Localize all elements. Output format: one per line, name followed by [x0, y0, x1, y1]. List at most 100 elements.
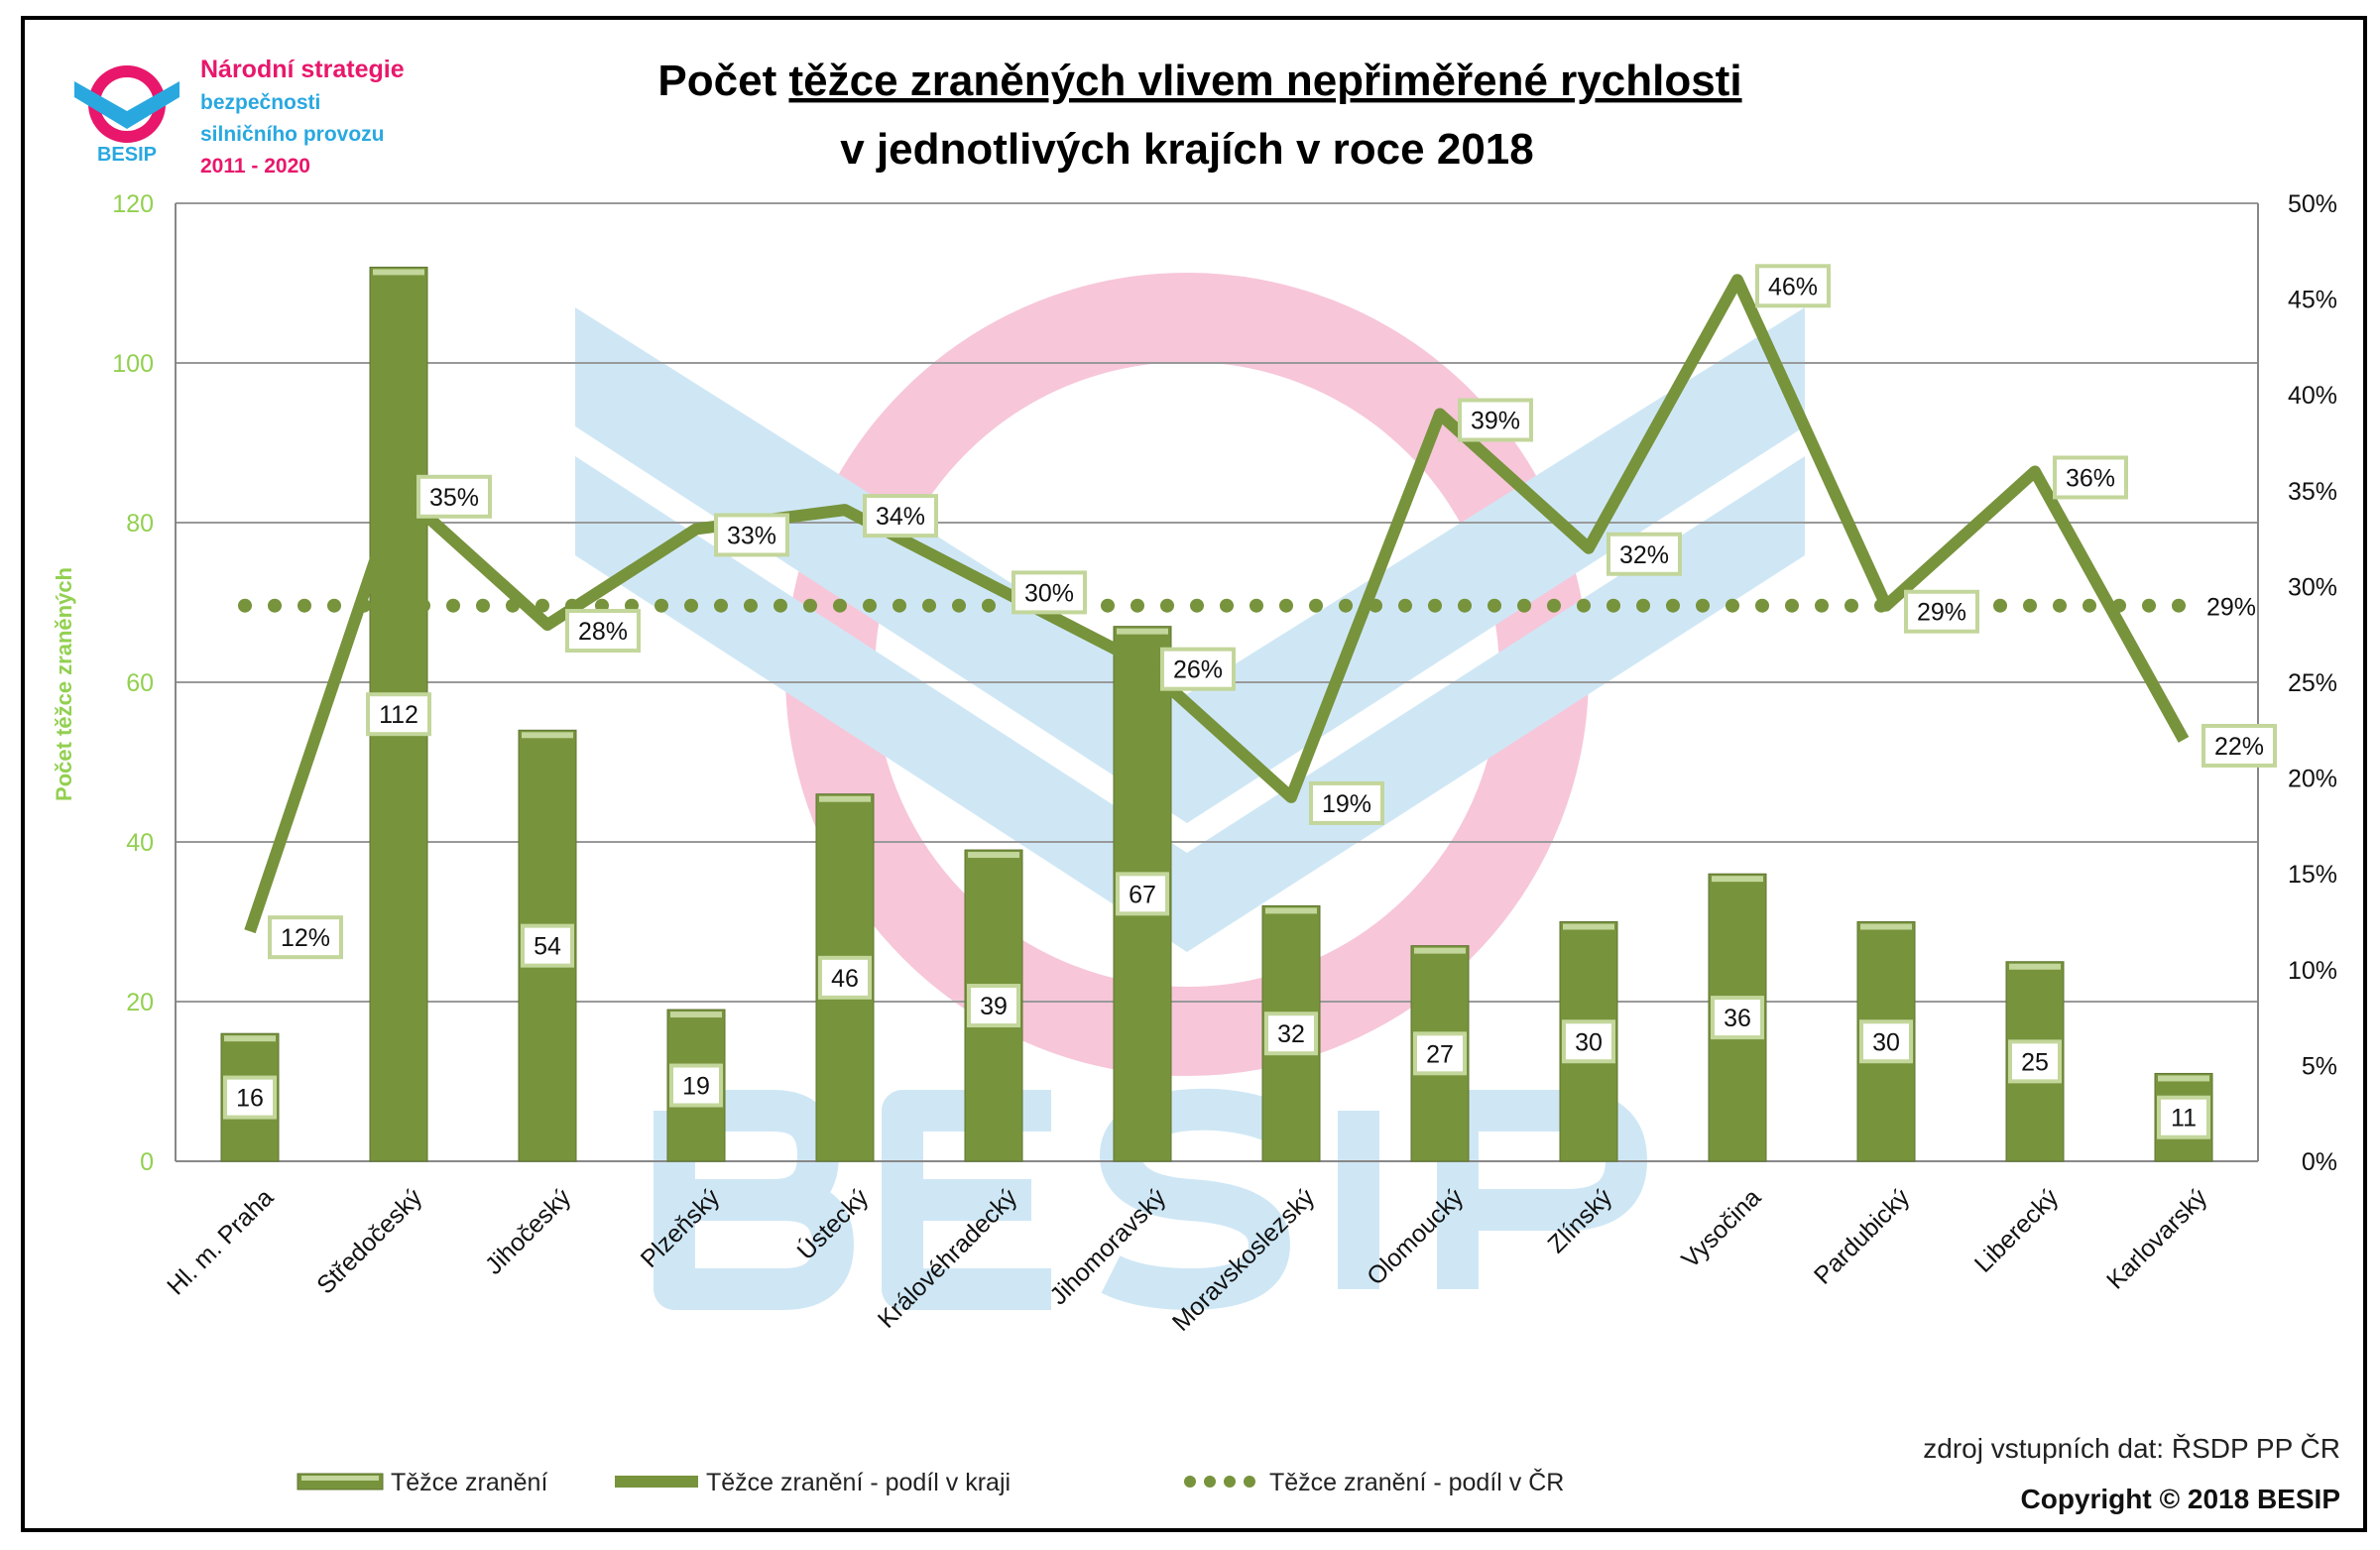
bar-value-label: 36	[1711, 996, 1764, 1040]
watermark-chevron-1	[575, 307, 1805, 823]
bar-top-highlight	[1712, 876, 1763, 883]
national-line-dot	[1101, 598, 1115, 613]
national-line-dot	[684, 598, 698, 613]
y-tick-label: 60	[126, 669, 154, 697]
bar-value-label: 30	[1859, 1019, 1913, 1064]
bar-value-label-text: 27	[1426, 1040, 1454, 1068]
bar-value-label-box	[967, 984, 1020, 1028]
share-value-label: 30%	[1012, 570, 1087, 615]
bar-top-highlight	[1265, 907, 1317, 914]
national-line-dot	[268, 598, 282, 613]
bar-top-highlight	[522, 732, 573, 739]
bar-value-label-text: 19	[682, 1073, 710, 1101]
bar-top-highlight	[1414, 947, 1466, 954]
share-value-label: 19%	[1309, 780, 1384, 825]
y2-tick-label: 15%	[2288, 861, 2337, 889]
y2-tick-label: 25%	[2288, 669, 2337, 697]
legend-label-dotted: Těžce zranění - podíl v ČR	[1269, 1468, 1564, 1496]
share-value-label: 29%	[1904, 589, 1979, 634]
bar-top-highlight	[224, 1035, 276, 1042]
share-value-label-box	[1160, 647, 1236, 691]
data-labels: 16 112 54 19 46 39 67 32 27 30 36 30 25 11 12% 35% 28% 33…	[223, 264, 2277, 1139]
share-value-label: 32%	[1606, 532, 1682, 576]
share-value-label-text: 26%	[1173, 656, 1223, 684]
y2-tick-label: 45%	[2288, 287, 2337, 314]
chart-title-line1: Počet těžce zraněných vlivem nepřiměřené…	[657, 57, 1741, 105]
national-line-dot	[774, 598, 787, 613]
share-value-label-text: 39%	[1471, 408, 1520, 435]
bar-value-label-text: 36	[1724, 1005, 1751, 1032]
national-line-dot	[803, 598, 817, 613]
national-line-dot	[654, 598, 668, 613]
national-line-dot	[1339, 598, 1353, 613]
share-value-label-text: 32%	[1619, 541, 1669, 569]
bar-value-label: 27	[1413, 1031, 1467, 1076]
share-value-label: 28%	[565, 609, 641, 654]
besip-logo: BESIP Národní strategie bezpečnosti siln…	[74, 56, 405, 178]
share-value-label-text: 30%	[1024, 579, 1074, 607]
share-value-label: 22%	[2202, 723, 2277, 768]
national-line-dot	[1309, 598, 1323, 613]
y2-tick-label: 30%	[2288, 573, 2337, 601]
y2-tick-label: 50%	[2288, 190, 2337, 218]
share-value-label-box	[1904, 589, 1979, 634]
national-line-dot	[2142, 598, 2156, 613]
bar-top-highlight	[1117, 628, 1168, 635]
national-line-dot	[1696, 598, 1710, 613]
national-line-dot	[863, 598, 877, 613]
national-line-dot	[1428, 598, 1442, 613]
bar-value-label: 67	[1116, 872, 1169, 916]
bar-value-label-text: 11	[2171, 1105, 2197, 1133]
bar-value-label-text: 54	[534, 933, 561, 961]
national-share-label: 29%	[2206, 594, 2256, 622]
national-line-dot	[982, 598, 996, 613]
chart-title-plain: Počet	[657, 57, 788, 105]
y-axis-label: Počet těžce zraněných	[52, 567, 76, 801]
share-value-label-box	[268, 915, 343, 960]
share-value-label-box	[1012, 570, 1087, 615]
national-line-dot	[833, 598, 847, 613]
bar-top-highlight	[373, 269, 424, 276]
share-value-label: 39%	[1458, 398, 1533, 442]
bar-value-label-box	[521, 923, 574, 968]
national-line-dot	[1785, 598, 1799, 613]
bar-value-label: 112	[366, 692, 431, 737]
share-value-label-box	[714, 513, 789, 557]
bar-value-label-box	[2008, 1039, 2062, 1084]
bar-value-label-text: 46	[831, 965, 859, 993]
national-line-dot	[1755, 598, 1769, 613]
national-line-dot	[416, 598, 430, 613]
national-line-dot	[446, 598, 460, 613]
bar-top-highlight	[968, 852, 1019, 859]
share-value-label-box	[2202, 723, 2277, 768]
bar-value-label-box	[366, 692, 431, 737]
watermark-chevron-2	[575, 456, 1805, 952]
y2-tick-label: 40%	[2288, 382, 2337, 410]
bar-value-label: 39	[967, 984, 1020, 1028]
share-value-label: 35%	[416, 474, 492, 519]
share-value-label-box	[1309, 780, 1384, 825]
watermark-letter-s	[1100, 1088, 1290, 1310]
y2-tick-label: 10%	[2288, 957, 2337, 985]
national-line-dot	[1279, 598, 1293, 613]
legend-swatch-bar-highlight	[301, 1476, 379, 1481]
y-tick-label: 0	[140, 1148, 154, 1176]
logo-line2: bezpečnosti	[200, 91, 320, 114]
national-line-dot	[1190, 598, 1204, 613]
share-value-label-box	[1458, 398, 1533, 442]
national-line-dot	[2023, 598, 2037, 613]
national-line-dot	[1606, 598, 1620, 613]
y2-tick-label: 35%	[2288, 478, 2337, 506]
share-value-label-text: 46%	[1768, 273, 1818, 300]
y-tick-label: 40	[126, 829, 154, 857]
national-line-dot	[1220, 598, 1234, 613]
logo-mark-text: BESIP	[97, 144, 157, 166]
bar-value-label: 32	[1264, 1012, 1318, 1056]
copyright-text: Copyright © 2018 BESIP	[2021, 1484, 2341, 1514]
national-line-dot	[1160, 598, 1174, 613]
bar-top-highlight	[2009, 963, 2061, 970]
share-value-label: 12%	[268, 915, 343, 960]
share-value-label: 33%	[714, 513, 789, 557]
share-value-label-text: 28%	[578, 618, 628, 646]
